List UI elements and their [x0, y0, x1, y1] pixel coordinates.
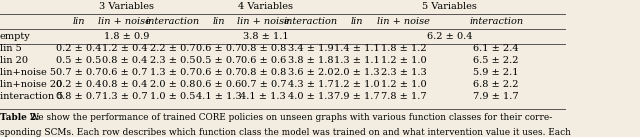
Text: 0.8 ± 0.7: 0.8 ± 0.7: [56, 92, 102, 101]
Text: 0.6 ± 0.6: 0.6 ± 0.6: [241, 56, 286, 65]
Text: 5 Variables: 5 Variables: [422, 2, 477, 11]
Text: 0.2 ± 0.4: 0.2 ± 0.4: [56, 44, 102, 53]
Text: 4.1 ± 1.3: 4.1 ± 1.3: [196, 92, 241, 101]
Text: interaction: interaction: [284, 17, 337, 26]
Text: lin 20: lin 20: [0, 56, 28, 65]
Text: 0.8 ± 0.4: 0.8 ± 0.4: [102, 80, 148, 89]
Text: 1.8 ± 0.9: 1.8 ± 0.9: [104, 32, 149, 41]
Text: 3.8 ± 1.1: 3.8 ± 1.1: [243, 32, 289, 41]
Text: lin: lin: [351, 17, 364, 26]
Text: 0.7 ± 0.7: 0.7 ± 0.7: [241, 80, 286, 89]
Text: We show the performance of trained CORE policies on unseen graphs with various f: We show the performance of trained CORE …: [27, 113, 552, 122]
Text: 1.0 ± 0.5: 1.0 ± 0.5: [150, 92, 195, 101]
Text: 3.8 ± 1.8: 3.8 ± 1.8: [288, 56, 333, 65]
Text: lin + noise: lin + noise: [377, 17, 430, 26]
Text: lin: lin: [212, 17, 225, 26]
Text: 1.2 ± 1.0: 1.2 ± 1.0: [334, 80, 380, 89]
Text: 7.9 ± 1.7: 7.9 ± 1.7: [474, 92, 519, 101]
Text: lin+noise 20: lin+noise 20: [0, 80, 62, 89]
Text: 2.3 ± 1.3: 2.3 ± 1.3: [381, 68, 426, 77]
Text: 3.4 ± 1.9: 3.4 ± 1.9: [288, 44, 333, 53]
Text: 0.6 ± 0.6: 0.6 ± 0.6: [196, 80, 241, 89]
Text: 1.3 ± 0.7: 1.3 ± 0.7: [102, 92, 148, 101]
Text: 2.3 ± 0.5: 2.3 ± 0.5: [150, 56, 195, 65]
Text: 6.1 ± 2.4: 6.1 ± 2.4: [474, 44, 519, 53]
Text: 7.8 ± 1.7: 7.8 ± 1.7: [381, 92, 426, 101]
Text: lin: lin: [73, 17, 85, 26]
Text: 4.3 ± 1.7: 4.3 ± 1.7: [287, 80, 333, 89]
Text: 0.6 ± 0.7: 0.6 ± 0.7: [196, 68, 241, 77]
Text: 0.8 ± 0.8: 0.8 ± 0.8: [241, 44, 286, 53]
Text: interaction 5: interaction 5: [0, 92, 63, 101]
Text: Table 2:: Table 2:: [0, 113, 40, 122]
Text: 3.6 ± 2.0: 3.6 ± 2.0: [288, 68, 333, 77]
Text: 1.2 ± 1.0: 1.2 ± 1.0: [381, 56, 426, 65]
Text: 0.8 ± 0.4: 0.8 ± 0.4: [102, 56, 148, 65]
Text: 0.5 ± 0.5: 0.5 ± 0.5: [56, 56, 102, 65]
Text: 3 Variables: 3 Variables: [99, 2, 154, 11]
Text: 4.0 ± 1.3: 4.0 ± 1.3: [288, 92, 333, 101]
Text: 2.0 ± 1.3: 2.0 ± 1.3: [334, 68, 380, 77]
Text: interaction: interaction: [145, 17, 200, 26]
Text: 0.8 ± 0.8: 0.8 ± 0.8: [241, 68, 286, 77]
Text: sponding SCMs. Each row describes which function class the model was trained on : sponding SCMs. Each row describes which …: [0, 128, 571, 137]
Text: 6.5 ± 2.2: 6.5 ± 2.2: [474, 56, 519, 65]
Text: 0.6 ± 0.7: 0.6 ± 0.7: [102, 68, 148, 77]
Text: 1.2 ± 0.4: 1.2 ± 0.4: [102, 44, 148, 53]
Text: 1.4 ± 1.1: 1.4 ± 1.1: [334, 44, 380, 53]
Text: 0.6 ± 0.7: 0.6 ± 0.7: [196, 44, 241, 53]
Text: 0.5 ± 0.7: 0.5 ± 0.7: [196, 56, 241, 65]
Text: 6.2 ± 0.4: 6.2 ± 0.4: [427, 32, 472, 41]
Text: 7.9 ± 1.7: 7.9 ± 1.7: [334, 92, 380, 101]
Text: 1.3 ± 1.1: 1.3 ± 1.1: [334, 56, 380, 65]
Text: 2.0 ± 0.8: 2.0 ± 0.8: [150, 80, 195, 89]
Text: 5.9 ± 2.1: 5.9 ± 2.1: [474, 68, 519, 77]
Text: lin + noise: lin + noise: [99, 17, 151, 26]
Text: lin+noise 5: lin+noise 5: [0, 68, 56, 77]
Text: 1.3 ± 0.7: 1.3 ± 0.7: [150, 68, 195, 77]
Text: 0.7 ± 0.7: 0.7 ± 0.7: [56, 68, 102, 77]
Text: 0.2 ± 0.4: 0.2 ± 0.4: [56, 80, 102, 89]
Text: interaction: interaction: [469, 17, 524, 26]
Text: 4.1 ± 1.3: 4.1 ± 1.3: [241, 92, 286, 101]
Text: 1.2 ± 1.0: 1.2 ± 1.0: [381, 80, 426, 89]
Text: 2.2 ± 0.7: 2.2 ± 0.7: [150, 44, 195, 53]
Text: empty: empty: [0, 32, 31, 41]
Text: 4 Variables: 4 Variables: [238, 2, 293, 11]
Text: 6.8 ± 2.2: 6.8 ± 2.2: [474, 80, 519, 89]
Text: 1.8 ± 1.2: 1.8 ± 1.2: [381, 44, 426, 53]
Text: lin + noise: lin + noise: [237, 17, 290, 26]
Text: lin 5: lin 5: [0, 44, 22, 53]
